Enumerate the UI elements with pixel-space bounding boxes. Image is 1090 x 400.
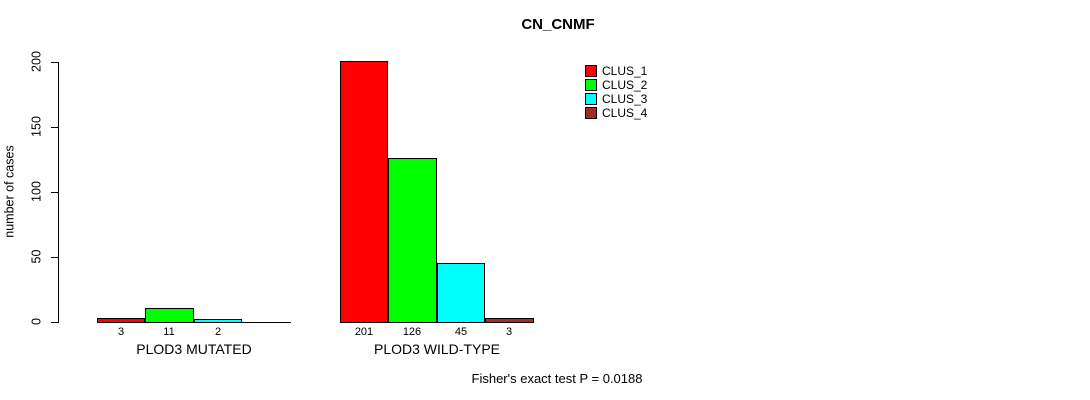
bar-value-label: 2 [214,326,222,338]
legend-color-swatch [585,107,597,119]
y-tick-label: 0 [29,318,44,325]
y-tick [51,62,58,63]
legend-item: CLUS_1 [585,64,647,78]
bar-value-label: 126 [402,326,422,338]
legend: CLUS_1 CLUS_2 CLUS_3 CLUS_4 [585,64,647,120]
bar-value-label: 201 [354,326,374,338]
group-label: PLOD3 WILD-TYPE [373,341,501,357]
legend-color-swatch [585,93,597,105]
legend-label: CLUS_1 [602,64,648,78]
bar [97,318,145,323]
bar-value-label: 3 [117,326,125,338]
y-tick-label: 150 [29,116,44,137]
y-tick-label: 100 [29,181,44,202]
group-label: PLOD3 MUTATED [136,341,252,357]
y-tick [51,322,58,323]
bar [194,319,242,323]
legend-label: CLUS_2 [602,78,648,92]
bar [437,263,485,323]
legend-label: CLUS_4 [602,106,648,120]
bar [485,318,534,323]
y-tick-label: 200 [29,51,44,72]
bar-value-label: 45 [454,326,468,338]
y-tick [51,257,58,258]
y-axis [58,62,59,323]
y-tick [51,127,58,128]
chart-title: CN_CNMF [521,16,595,33]
bar [242,322,291,323]
legend-color-swatch [585,79,597,91]
bar [388,158,437,323]
bar-value-label: 3 [505,326,513,338]
fisher-test-annotation: Fisher's exact test P = 0.0188 [471,371,643,386]
bar-value-label: 11 [163,326,175,338]
legend-item: CLUS_4 [585,106,647,120]
legend-label: CLUS_3 [602,92,648,106]
legend-item: CLUS_2 [585,78,647,92]
y-tick [51,192,58,193]
bar [145,308,194,323]
legend-color-swatch [585,65,597,77]
bar [340,61,388,323]
legend-item: CLUS_3 [585,92,647,106]
y-tick-label: 50 [29,249,44,264]
